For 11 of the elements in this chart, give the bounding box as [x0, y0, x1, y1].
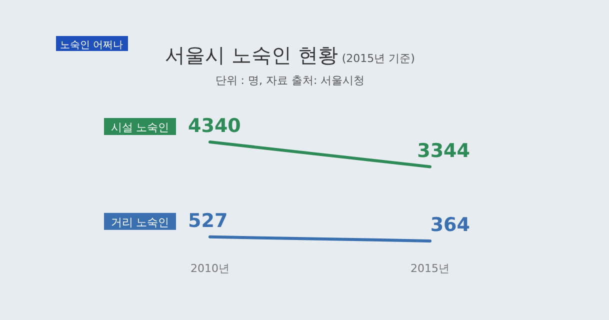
title: 서울시 노숙인 현황 (2015년 기준)	[165, 43, 415, 67]
data-label: 4340	[188, 115, 241, 137]
x-tick-label: 2010년	[190, 262, 230, 275]
text: 단위 : 명, 자료 출처: 서울시청	[215, 74, 365, 87]
data-label: 364	[430, 214, 470, 236]
data-label: 527	[188, 210, 228, 232]
text: 시설 노숙인	[110, 121, 170, 134]
text: 노숙인 어쩌나	[60, 40, 124, 51]
text: 거리 노숙인	[110, 216, 170, 229]
x-tick-label: 2015년	[410, 262, 450, 275]
data-label: 3344	[417, 140, 470, 162]
